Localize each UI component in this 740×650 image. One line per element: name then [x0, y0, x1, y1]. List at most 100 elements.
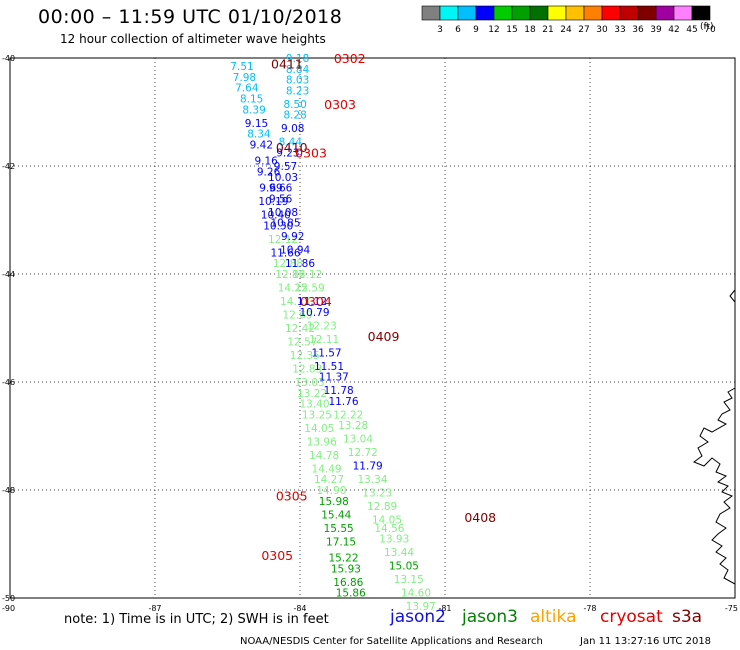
colorbar-tick-label: 12 [488, 25, 499, 35]
swh-value-label: 16.86 [333, 577, 363, 589]
swh-value-label: 10.40 [261, 210, 291, 222]
swh-value-label: 7.64 [235, 83, 259, 95]
swh-value-label: 12.72 [348, 447, 378, 459]
swh-value-label: 8.23 [286, 85, 309, 97]
swh-value-label: 10.79 [299, 307, 329, 319]
swh-value-label: 9.26 [257, 166, 281, 178]
swh-value-label: 13.22 [297, 388, 327, 400]
page-subtitle: 12 hour collection of altimeter wave hei… [60, 32, 326, 46]
swh-value-label: 8.34 [247, 129, 271, 141]
colorbar-tick-label: 24 [560, 25, 572, 35]
swh-value-label: 15.93 [331, 563, 361, 575]
swh-value-label: 9.23 [276, 148, 299, 160]
pass-time-label: 0410 [276, 140, 308, 155]
credit-line: NOAA/NESDIS Center for Satellite Applica… [240, 636, 543, 647]
swh-value-label: 15.22 [328, 553, 358, 565]
colorbar-tick-label: 9 [473, 25, 479, 35]
swh-value-label: 13.40 [299, 399, 329, 411]
colorbar-tick-label: 39 [650, 25, 662, 35]
swh-value-label: 13.96 [307, 436, 337, 448]
swh-value-label: 10.85 [270, 218, 300, 230]
pass-time-label: 0303 [295, 146, 327, 161]
lat-tick-label: -40 [2, 54, 15, 63]
pass-time-label: 0305 [261, 548, 293, 563]
colorbar-swatch [655, 5, 675, 21]
swh-value-label: 11.12 [297, 296, 327, 308]
colorbar-swatch [493, 5, 513, 21]
swh-value-label: 12.12 [292, 269, 322, 281]
colorbar-swatch [439, 5, 459, 21]
colorbar-unit: (ft) [700, 22, 714, 32]
swh-value-label: 12.86 [275, 269, 305, 281]
swh-value-label: 8.03 [286, 75, 309, 87]
colorbar-tick-label: 27 [578, 25, 589, 35]
swh-value-label: 11.37 [319, 372, 349, 384]
coastline [692, 387, 736, 585]
colorbar-tick-label: 18 [524, 25, 536, 35]
swh-value-label: 15.98 [319, 496, 349, 508]
swh-value-label: 13.15 [394, 574, 424, 586]
colorbar-swatch [565, 5, 585, 21]
colorbar-swatch [529, 5, 549, 21]
colorbar-tick-label: 33 [614, 25, 625, 35]
colorbar-swatch [691, 5, 711, 21]
swh-value-label: 7.98 [233, 72, 256, 84]
swh-value-label: 14.25 [278, 283, 308, 295]
lat-tick-label: -50 [2, 594, 15, 603]
colorbar-tick-label: 21 [542, 25, 553, 35]
swh-value-label: 14.60 [401, 588, 431, 600]
swh-value-label: 9.56 [269, 193, 293, 205]
swh-value-label: 13.04 [343, 434, 373, 446]
legend-jason2: jason2 [390, 607, 446, 627]
swh-value-label: 11.57 [312, 347, 342, 359]
swh-value-label: 9.15 [245, 118, 268, 130]
swh-value-label: 12.57 [287, 337, 317, 349]
legend-s3a: s3a [672, 607, 703, 627]
page-title: 00:00 – 11:59 UTC 01/10/2018 [38, 6, 343, 28]
colorbar-swatch [637, 5, 657, 21]
swh-value-label: 10.30 [263, 220, 293, 232]
swh-value-label: 12.69 [283, 310, 313, 322]
colorbar-tick-label: 30 [596, 25, 608, 35]
lon-tick-label: -75 [725, 604, 738, 613]
lon-tick-label: -90 [2, 604, 15, 613]
swh-value-label: 9.92 [281, 231, 304, 243]
swh-value-label: 15.44 [321, 509, 351, 521]
colorbar-swatch [475, 5, 495, 21]
pass-time-label: 0304 [300, 294, 332, 309]
swh-value-label: 12.89 [367, 501, 397, 513]
colorbar-tick-label: 45 [686, 25, 697, 35]
swh-value-label: 9.18 [286, 53, 309, 65]
swh-value-label: 17.15 [326, 536, 356, 548]
swh-value-label: 8.44 [279, 137, 303, 149]
swh-value-label: 9.16 [254, 156, 278, 168]
map-frame [9, 57, 736, 599]
swh-value-label: 12.12 [268, 234, 298, 246]
lat-tick-label: -44 [2, 270, 15, 279]
colorbar-swatch [547, 5, 567, 21]
generated-timestamp: Jan 11 13:27:16 UTC 2018 [580, 636, 712, 647]
lat-tick-label: -42 [2, 162, 15, 171]
swh-value-label: 12.88 [273, 258, 303, 270]
colorbar-swatch [619, 5, 639, 21]
swh-value-label: 9.57 [274, 161, 297, 173]
swh-value-label: 8.15 [240, 94, 263, 106]
swh-value-label: 11.76 [328, 396, 358, 408]
colorbar-swatch [511, 5, 531, 21]
swh-value-label: 10.94 [280, 245, 310, 257]
coastline [729, 289, 736, 303]
colorbar-tick-label: 6 [455, 25, 461, 35]
colorbar: 3 6 9 12 15 18 21 24 27 30 33 36 39 42 45 70 [421, 5, 716, 35]
swh-value-label: 9.69 [259, 183, 282, 195]
swh-value-label: 15.55 [324, 523, 354, 535]
colorbar-swatch [673, 5, 693, 21]
swh-value-label: 14.90 [316, 485, 346, 497]
swh-value-label: 11.79 [353, 461, 383, 473]
legend-altika: altika [530, 607, 577, 627]
legend-cryosat: cryosat [600, 607, 663, 627]
lat-tick-label: -48 [2, 486, 15, 495]
pass-time-label: 0305 [276, 488, 308, 503]
swh-value-label: 13.34 [357, 474, 387, 486]
pass-time-label: 0303 [324, 97, 356, 112]
swh-value-label: 11.66 [270, 247, 300, 259]
